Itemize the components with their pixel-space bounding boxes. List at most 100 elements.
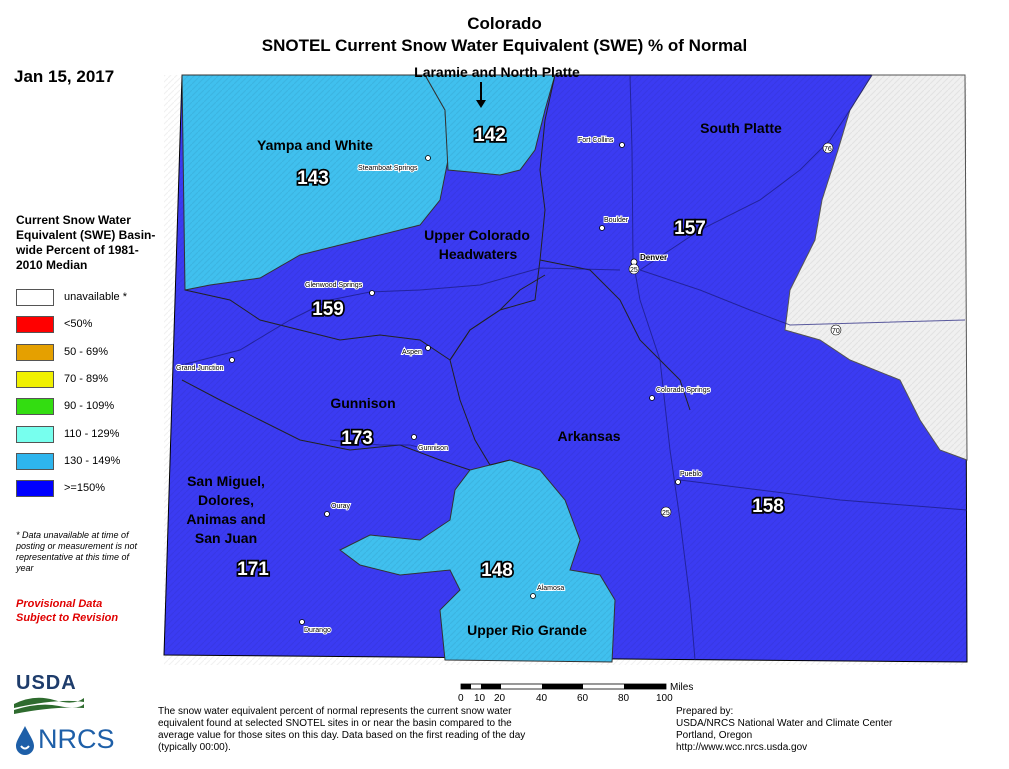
- report-date: Jan 15, 2017: [14, 67, 115, 86]
- value-yampa: 143: [297, 168, 329, 189]
- highway-25-shield: [660, 506, 672, 518]
- prepared-line-1: Prepared by:: [676, 706, 734, 717]
- legend-swatch: [16, 371, 54, 388]
- water-drop-icon: [16, 726, 34, 755]
- city-aspen: Aspen: [402, 349, 422, 356]
- nrcs-text: NRCS: [38, 724, 115, 754]
- label-san-miguel-1: San Miguel,: [187, 473, 265, 489]
- highway-25-label: 25: [662, 510, 670, 517]
- rivers: [181, 74, 968, 661]
- city-fort-collins: Fort Collins: [578, 137, 614, 144]
- label-san-miguel-3: Animas and: [186, 511, 265, 527]
- glenwood-marker: [369, 290, 375, 296]
- grand-junction-marker: [229, 357, 235, 363]
- steamboat-marker: [425, 155, 431, 161]
- usda-hills-icon: [14, 697, 84, 714]
- city-pueblo: Pueblo: [680, 471, 702, 478]
- legend-swatch: [16, 289, 54, 306]
- footnote: * Data unavailable at time of posting or…: [16, 530, 138, 573]
- highway-70-label: 70: [832, 328, 840, 335]
- city-steamboat: Steamboat Springs: [358, 165, 418, 172]
- usda-text: USDA: [16, 672, 77, 694]
- usda-logo: USDA: [14, 672, 84, 716]
- title-line-2: SNOTEL Current Snow Water Equivalent (SW…: [261, 36, 748, 55]
- alamosa-marker: [530, 593, 536, 599]
- label-arkansas: Arkansas: [557, 428, 620, 444]
- value-south-platte: 157: [674, 218, 706, 239]
- prepared-line-2: USDA/NRCS National Water and Climate Cen…: [676, 718, 893, 729]
- laramie-arrow-head: [476, 100, 486, 108]
- city-denver: Denver: [640, 253, 667, 262]
- ouray-marker: [324, 511, 330, 517]
- value-san-miguel: 171: [237, 559, 269, 580]
- provisional-line-1: Provisional Data: [16, 598, 103, 610]
- label-yampa: Yampa and White: [257, 137, 373, 153]
- city-durango: Durango: [304, 627, 331, 634]
- highway-25-denver-label: 25: [630, 267, 638, 274]
- usda-nrcs-logo: USDA NRCS: [14, 672, 124, 762]
- legend-swatch: [16, 398, 54, 415]
- legend-swatch: [16, 426, 54, 443]
- legend-label: 90 - 109%: [64, 400, 115, 412]
- map-title: Colorado SNOTEL Current Snow Water Equiv…: [0, 14, 1009, 56]
- value-laramie: 142: [474, 125, 506, 146]
- value-upper-colorado: 159: [312, 299, 344, 320]
- boulder-marker: [599, 225, 605, 231]
- scale-tick-20: 20: [494, 693, 506, 704]
- value-arkansas: 158: [752, 496, 784, 517]
- city-colorado-springs: Colorado Springs: [656, 387, 711, 394]
- highway-shields: 76 70 25 25: [628, 142, 842, 518]
- highway-25-denver-shield: [628, 263, 640, 275]
- nrcs-logo: NRCS: [14, 722, 124, 762]
- label-laramie: Laramie and North Platte: [414, 64, 580, 80]
- aspen-marker: [425, 345, 431, 351]
- scale-tick-60: 60: [577, 693, 589, 704]
- highway-70-shield: [830, 324, 842, 336]
- city-alamosa: Alamosa: [537, 585, 564, 592]
- legend-label: >=150%: [64, 482, 105, 494]
- prepared-line-3: Portland, Oregon: [676, 730, 753, 741]
- label-san-miguel-2: Dolores,: [198, 492, 254, 508]
- highway-76-label: 76: [824, 146, 832, 153]
- pueblo-marker: [675, 479, 681, 485]
- colorado-springs-marker: [649, 395, 655, 401]
- scale-tick-0: 0: [458, 693, 464, 704]
- label-upper-colorado-2: Headwaters: [439, 246, 518, 262]
- legend-label: 110 - 129%: [64, 428, 120, 440]
- city-gunnison: Gunnison: [418, 445, 448, 452]
- scale-tick-80: 80: [618, 693, 630, 704]
- legend-label: <50%: [64, 318, 93, 330]
- gunnison-marker: [411, 434, 417, 440]
- label-south-platte: South Platte: [700, 120, 782, 136]
- provisional-line-2: Subject to Revision: [16, 612, 119, 624]
- basin-boundaries: [181, 74, 691, 471]
- prepared-url: http://www.wcc.nrcs.usda.gov: [676, 742, 808, 753]
- city-grand-junction: Grand Junction: [176, 365, 224, 372]
- methodology-note: The snow water equivalent percent of nor…: [158, 706, 526, 753]
- legend-label: 130 - 149%: [64, 455, 121, 467]
- highway-76-shield: [822, 142, 834, 154]
- scale-tick-10: 10: [474, 693, 486, 704]
- scale-unit: Miles: [670, 682, 693, 693]
- value-rio-grande: 148: [481, 560, 513, 581]
- legend-swatch: [16, 480, 54, 497]
- label-gunnison: Gunnison: [330, 395, 395, 411]
- durango-marker: [299, 619, 305, 625]
- legend-label: 70 - 89%: [64, 373, 109, 385]
- label-rio-grande: Upper Rio Grande: [467, 622, 587, 638]
- legend-label: 50 - 69%: [64, 346, 109, 358]
- prepared-by: Prepared by: USDA/NRCS National Water an…: [676, 706, 892, 754]
- city-boulder: Boulder: [604, 217, 629, 224]
- provisional-note: Provisional Data Subject to Revision: [16, 597, 118, 625]
- city-ouray: Ouray: [331, 503, 351, 510]
- title-line-1: Colorado: [467, 14, 542, 33]
- legend-label: unavailable *: [64, 291, 127, 303]
- city-glenwood: Glenwood Springs: [305, 282, 363, 289]
- legend-title: Current Snow Water Equivalent (SWE) Basi…: [16, 213, 156, 272]
- city-markers: Steamboat Springs Fort Collins Boulder D…: [175, 136, 712, 635]
- label-upper-colorado-1: Upper Colorado: [424, 227, 530, 243]
- scale-tick-40: 40: [536, 693, 548, 704]
- label-san-miguel-4: San Juan: [195, 530, 257, 546]
- scale-bar: 0 10 20 40 60 80 100 Miles: [458, 682, 693, 704]
